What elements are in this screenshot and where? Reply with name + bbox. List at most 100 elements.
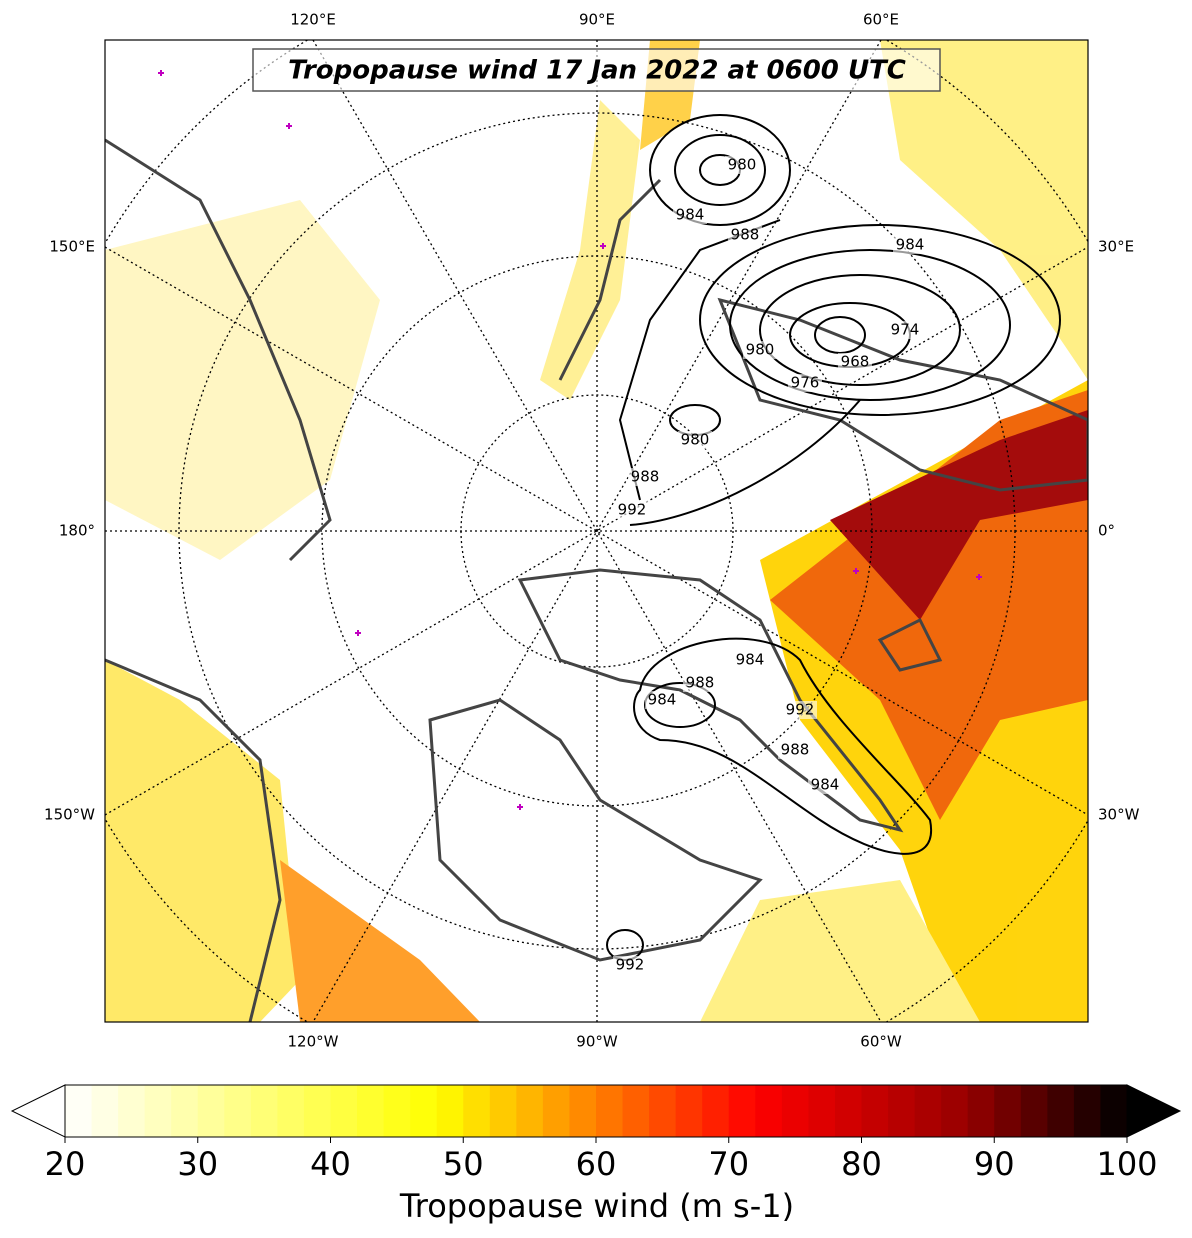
wind-field — [105, 40, 1088, 1022]
colorbar-segment — [808, 1085, 836, 1137]
colorbar-segment — [224, 1085, 252, 1137]
contour-label: 992 — [616, 956, 645, 974]
colorbar-segment — [383, 1085, 411, 1137]
colorbar-segment — [118, 1085, 146, 1137]
colorbar-segment — [622, 1085, 650, 1137]
contour-label: 974 — [891, 321, 920, 339]
contour-label-bg — [888, 321, 922, 339]
contour-label: 980 — [728, 156, 757, 174]
colorbar-segment — [65, 1085, 93, 1137]
contour-label: 984 — [896, 236, 925, 254]
map — [105, 40, 1088, 1022]
colorbar-segment — [144, 1085, 172, 1137]
contour-label: 988 — [731, 226, 760, 244]
contour-label-bg — [683, 674, 717, 692]
longitude-label: 0° — [1098, 522, 1115, 540]
contour-label: 984 — [676, 206, 705, 224]
colorbar-segment — [967, 1085, 995, 1137]
colorbar-tick-label: 30 — [177, 1145, 218, 1183]
contour-label: 968 — [841, 353, 870, 371]
colorbar-segment — [303, 1085, 331, 1137]
colorbar-segment — [675, 1085, 703, 1137]
station-markers — [158, 70, 982, 810]
colorbar-segment — [1020, 1085, 1048, 1137]
colorbar-segment — [861, 1085, 889, 1137]
colorbar-tick-label: 100 — [1096, 1145, 1157, 1183]
longitude-label: 90°W — [576, 1033, 618, 1051]
colorbar-segment — [410, 1085, 438, 1137]
colorbar-segment — [463, 1085, 491, 1137]
colorbar-extend-low — [10, 1084, 66, 1138]
colorbar-segment — [888, 1085, 916, 1137]
contour-label-bg — [673, 206, 707, 224]
longitude-label: 180° — [59, 522, 95, 540]
contour-label-bg — [725, 156, 759, 174]
colorbar-segment — [649, 1085, 677, 1137]
colorbar-segment — [197, 1085, 225, 1137]
colorbar-tick-label: 70 — [708, 1145, 749, 1183]
colorbar-extend-high — [1126, 1084, 1182, 1138]
title: Tropopause wind 17 Jan 2022 at 0600 UTC — [288, 56, 906, 86]
longitude-label: 90°E — [579, 11, 615, 29]
colorbar-tick-label: 60 — [576, 1145, 617, 1183]
longitude-label: 60°E — [863, 11, 899, 29]
colorbar-segment — [596, 1085, 624, 1137]
colorbar-segment — [277, 1085, 305, 1137]
colorbar-segment — [728, 1085, 756, 1137]
longitude-label: 120°W — [288, 1033, 339, 1051]
title-box — [252, 48, 941, 92]
contour-label: 988 — [686, 674, 715, 692]
colorbar-segment — [1100, 1085, 1128, 1137]
labels: 120°E 90°E 60°E 120°W 90°W 60°W 150°E 180° 150°W… — [44, 11, 1140, 1051]
colorbar-segment — [569, 1085, 597, 1137]
colorbar-label: Tropopause wind (m s-1) — [399, 1187, 794, 1225]
colorbar-segment — [1073, 1085, 1101, 1137]
coastlines — [105, 138, 1088, 1022]
contour-label-bg — [808, 776, 842, 794]
colorbar-segment — [914, 1085, 942, 1137]
longitude-label: 120°E — [290, 11, 336, 29]
contour-label: 980 — [681, 431, 710, 449]
contour-label-bg — [778, 741, 812, 759]
contour-label: 988 — [781, 741, 810, 759]
map-frame — [104, 39, 1089, 1023]
contour-label-bg — [615, 501, 649, 519]
colorbar-segment — [542, 1085, 570, 1137]
colorbar: 20 30 40 50 60 70 80 90 100 — [10, 1084, 1182, 1183]
colorbar-segment — [1047, 1085, 1075, 1137]
colorbar-segment — [516, 1085, 544, 1137]
colorbar-segment — [834, 1085, 862, 1137]
colorbar-segment — [436, 1085, 464, 1137]
colorbar-segment — [171, 1085, 199, 1137]
contour-label: 992 — [786, 701, 815, 719]
contour-label: 988 — [631, 468, 660, 486]
contour-label-bg — [728, 226, 762, 244]
contour-label-bg — [678, 431, 712, 449]
contour-label-bg — [645, 691, 679, 709]
contour-label-bg — [838, 353, 872, 371]
colorbar-tick-label: 50 — [443, 1145, 484, 1183]
colorbar-tick-label: 80 — [841, 1145, 882, 1183]
colorbar-segment — [91, 1085, 119, 1137]
colorbar-segment — [489, 1085, 517, 1137]
colorbar-segment — [755, 1085, 783, 1137]
colorbar-segment — [357, 1085, 385, 1137]
longitude-label: 60°W — [860, 1033, 902, 1051]
contour-label-bg — [628, 468, 662, 486]
colorbar-tick-label: 20 — [45, 1145, 86, 1183]
graticule — [105, 40, 1088, 1022]
contour-label: 992 — [618, 501, 647, 519]
contour-label: 980 — [746, 341, 775, 359]
contour-label: 984 — [736, 651, 765, 669]
contour-label-bg — [788, 374, 822, 392]
contour-label: 984 — [811, 776, 840, 794]
colorbar-segment — [994, 1085, 1022, 1137]
longitude-label: 150°W — [44, 806, 95, 824]
longitude-label: 150°E — [49, 238, 95, 256]
contour-label: 976 — [791, 374, 820, 392]
colorbar-segment — [941, 1085, 969, 1137]
contour-label: 984 — [648, 691, 677, 709]
colorbar-segment — [250, 1085, 278, 1137]
colorbar-tick-label: 40 — [310, 1145, 351, 1183]
